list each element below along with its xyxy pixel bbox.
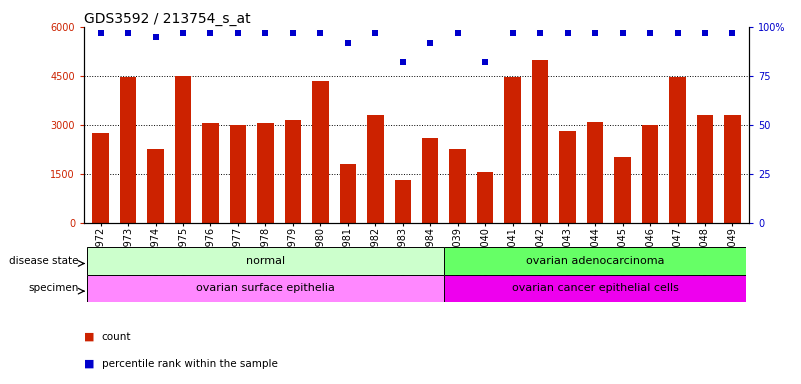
Point <box>533 30 546 36</box>
Bar <box>697 115 713 223</box>
Point <box>451 30 464 36</box>
Text: ovarian adenocarcinoma: ovarian adenocarcinoma <box>525 256 664 266</box>
Point <box>95 30 107 36</box>
Point <box>176 30 189 36</box>
Point <box>562 30 574 36</box>
Text: specimen: specimen <box>28 283 78 293</box>
Text: ■: ■ <box>84 332 95 342</box>
Text: ovarian cancer epithelial cells: ovarian cancer epithelial cells <box>512 283 678 293</box>
Point <box>506 30 519 36</box>
Bar <box>257 123 274 223</box>
Bar <box>449 149 466 223</box>
Text: count: count <box>102 332 131 342</box>
Bar <box>175 76 191 223</box>
Point <box>341 40 354 46</box>
Bar <box>395 180 411 223</box>
Text: percentile rank within the sample: percentile rank within the sample <box>102 359 278 369</box>
Point <box>314 30 327 36</box>
Point <box>644 30 657 36</box>
Point <box>149 34 162 40</box>
Bar <box>367 115 384 223</box>
Point <box>424 40 437 46</box>
Point <box>671 30 684 36</box>
Text: ovarian surface epithelia: ovarian surface epithelia <box>196 283 335 293</box>
Point <box>231 30 244 36</box>
Point <box>287 30 300 36</box>
Bar <box>642 125 658 223</box>
Text: ■: ■ <box>84 359 95 369</box>
Point <box>259 30 272 36</box>
Point <box>122 30 135 36</box>
Point <box>616 30 629 36</box>
Point <box>479 59 492 65</box>
Point <box>204 30 217 36</box>
Bar <box>532 60 549 223</box>
Bar <box>614 157 631 223</box>
Bar <box>587 121 603 223</box>
Point <box>369 30 382 36</box>
Bar <box>559 131 576 223</box>
Point <box>589 30 602 36</box>
Bar <box>202 123 219 223</box>
Point <box>698 30 711 36</box>
Text: GDS3592 / 213754_s_at: GDS3592 / 213754_s_at <box>84 12 251 26</box>
Bar <box>230 125 246 223</box>
Text: normal: normal <box>246 256 285 266</box>
Bar <box>147 149 163 223</box>
Bar <box>505 78 521 223</box>
Bar <box>120 78 136 223</box>
Bar <box>92 133 109 223</box>
Bar <box>670 78 686 223</box>
Text: disease state: disease state <box>9 256 78 266</box>
Bar <box>284 120 301 223</box>
Point <box>396 59 409 65</box>
Bar <box>340 164 356 223</box>
Point <box>726 30 739 36</box>
Bar <box>477 172 493 223</box>
Bar <box>312 81 328 223</box>
Bar <box>724 115 741 223</box>
Bar <box>422 138 438 223</box>
